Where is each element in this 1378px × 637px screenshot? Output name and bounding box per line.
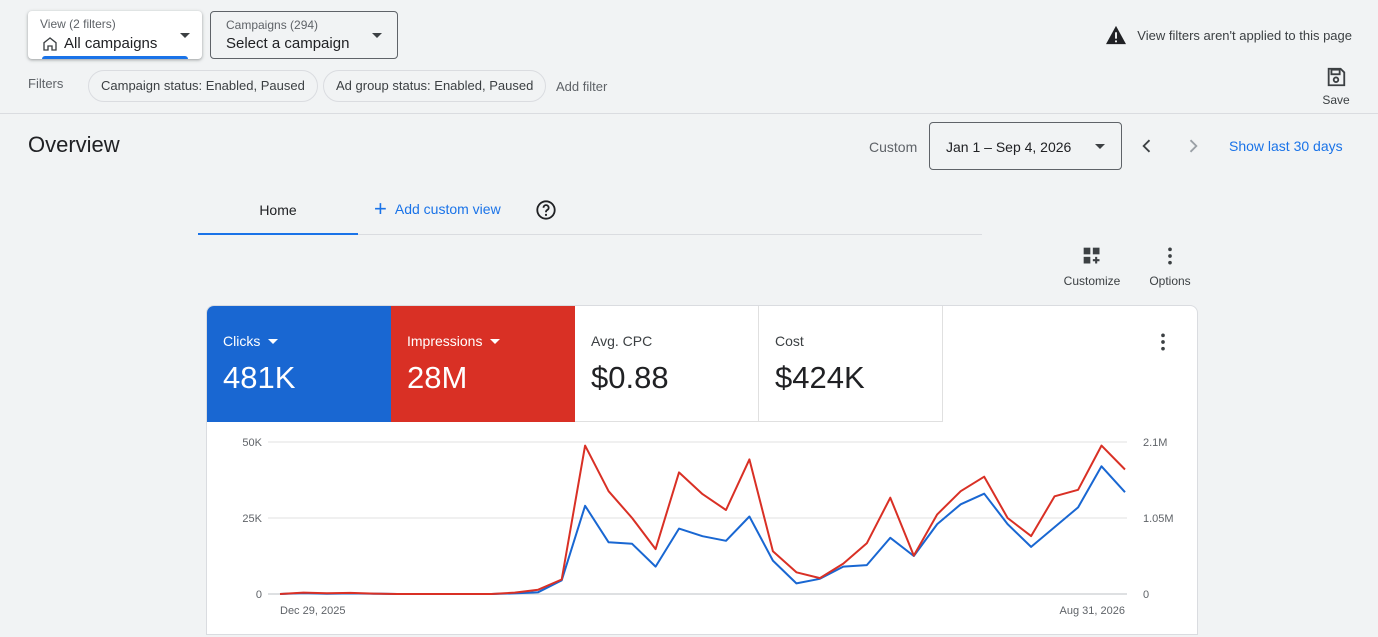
help-icon[interactable] [535, 199, 557, 221]
series-line-clicks [279, 465, 1126, 595]
y-right-tick-label: 0 [1143, 589, 1149, 601]
add-custom-view-label: Add custom view [394, 201, 501, 217]
save-button[interactable]: Save [1318, 64, 1354, 107]
filter-chip-campaign-status[interactable]: Campaign status: Enabled, Paused [88, 70, 318, 102]
performance-chart: 50K 25K 0 2.1M 1.05M 0 Dec 29, 2025 Aug 31, 202… [242, 437, 1174, 617]
caret-down-icon [1095, 144, 1105, 149]
more-vert-icon[interactable] [1153, 332, 1173, 352]
caret-down-icon [268, 338, 279, 344]
show-last-30-days-link[interactable]: Show last 30 days [1229, 138, 1343, 154]
metric-impressions-label: Impressions [407, 333, 483, 349]
series-line-impressions [279, 444, 1126, 595]
metric-impressions-value: 28M [407, 360, 468, 395]
metric-clicks-label: Clicks [223, 333, 261, 349]
add-filter-button[interactable]: Add filter [556, 79, 608, 94]
y-right-tick-label: 2.1M [1143, 437, 1167, 449]
campaign-select[interactable]: Campaigns (294) Select a campaign [210, 11, 398, 59]
x-tick-label: Aug 31, 2026 [1060, 605, 1125, 617]
warning-text: View filters aren't applied to this page [1137, 27, 1352, 43]
view-select-label: View (2 filters) [40, 17, 116, 31]
tabs-divider [198, 234, 982, 235]
customize-label: Customize [1063, 274, 1121, 288]
save-icon [1327, 67, 1346, 87]
campaign-select-value: Select a campaign [226, 35, 350, 52]
save-label: Save [1322, 93, 1350, 107]
options-label: Options [1149, 274, 1191, 288]
chevron-right-icon[interactable] [1183, 136, 1203, 156]
metric-impressions[interactable]: Impressions 28M [391, 306, 575, 422]
metric-clicks[interactable]: Clicks 481K [207, 306, 391, 422]
options-button[interactable]: Options [1146, 246, 1194, 288]
caret-down-icon [180, 33, 190, 38]
y-right-tick-label: 1.05M [1143, 513, 1174, 525]
divider [0, 113, 1378, 114]
more-vert-icon [1168, 247, 1172, 265]
customize-button[interactable]: Customize [1060, 246, 1124, 288]
filters-label: Filters [28, 76, 64, 91]
chevron-left-icon[interactable] [1137, 136, 1157, 156]
caret-down-icon [372, 33, 382, 38]
plus-icon: + [374, 196, 387, 221]
caret-down-icon [490, 338, 501, 344]
view-select-value: All campaigns [64, 35, 158, 52]
metric-avg-cpc-value: $0.88 [591, 360, 669, 395]
metric-avg-cpc[interactable]: Avg. CPC $0.88 [575, 306, 759, 422]
date-range-select[interactable]: Jan 1 – Sep 4, 2026 [929, 122, 1122, 170]
filter-chip-ad-group-status[interactable]: Ad group status: Enabled, Paused [323, 70, 547, 102]
metric-cost-label: Cost [775, 333, 804, 349]
performance-card: Clicks 481K Impressions 28M Avg. CPC $0.… [206, 305, 1198, 635]
view-filters-warning: View filters aren't applied to this page [1105, 25, 1352, 45]
custom-label: Custom [869, 139, 918, 155]
customize-icon [1083, 247, 1100, 264]
campaign-select-label: Campaigns (294) [226, 18, 319, 32]
tab-home[interactable]: Home [198, 188, 358, 235]
y-left-tick-label: 0 [256, 589, 262, 601]
tab-active-indicator [198, 233, 358, 235]
tab-home-label: Home [259, 202, 297, 218]
y-left-tick-label: 25K [242, 513, 262, 525]
view-select[interactable]: View (2 filters) All campaigns [28, 11, 202, 59]
metric-avg-cpc-label: Avg. CPC [591, 333, 653, 349]
home-icon [43, 37, 57, 51]
view-select-indicator [42, 56, 188, 59]
metric-clicks-value: 481K [223, 360, 296, 395]
page-title: Overview [28, 132, 120, 157]
add-custom-view-button[interactable]: + Add custom view [374, 196, 501, 221]
warning-icon [1106, 25, 1127, 45]
y-left-tick-label: 50K [242, 437, 262, 449]
metric-cost[interactable]: Cost $424K [759, 306, 943, 422]
x-tick-label: Dec 29, 2025 [280, 605, 345, 617]
date-range-value: Jan 1 – Sep 4, 2026 [946, 139, 1072, 155]
metric-cost-value: $424K [775, 360, 865, 395]
